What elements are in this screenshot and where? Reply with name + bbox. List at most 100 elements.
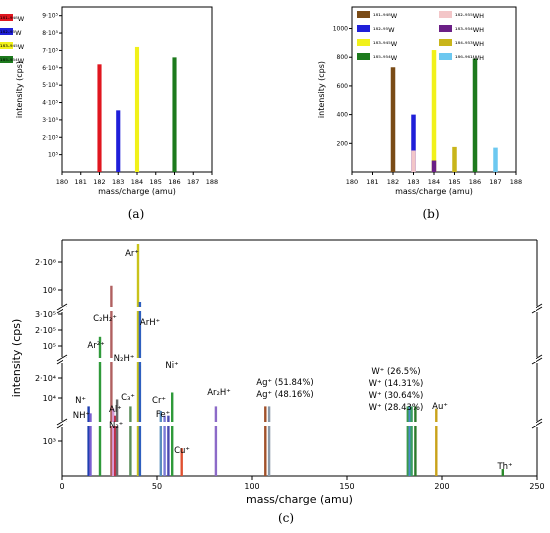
panel-b-legend-entry: ¹⁸³·⁹⁵⁴WH — [455, 26, 484, 34]
panel-c-axis-break-mark — [531, 357, 543, 365]
panel-c-bar — [110, 285, 113, 476]
panel-b-legend-swatch — [357, 25, 370, 32]
panel-c-bar — [87, 406, 90, 476]
panel-c-peak-label: Cu⁺ — [174, 446, 190, 456]
panel-b-legend-swatch — [357, 39, 370, 46]
panel-a-chart: 180 181 182 183 184 185 186 187 188 10⁵ 2·10⁵ 3·10⁵… — [0, 6, 218, 196]
panel-c-peak-label: W⁺ (26.5%) — [371, 367, 420, 377]
panel-b-legend-swatch — [439, 39, 452, 46]
panel-b-x-tick-label: 182 — [387, 178, 399, 186]
panel-c-caption: (c) — [278, 511, 294, 525]
panel-a-bar — [134, 46, 140, 172]
panel-c-bar — [435, 408, 438, 476]
panel-a-y-tick-label: 2·10⁵ — [42, 134, 58, 141]
panel-c-bar-break-gap — [63, 358, 536, 362]
panel-c-bar-break-gap — [63, 307, 536, 311]
panel-b-legend-entry: ¹⁸⁵·⁹⁵⁴W — [373, 54, 398, 62]
panel-a-legend-entry: ¹⁸²·⁹⁵W — [0, 29, 22, 37]
panel-b-y-tick-label: 200 — [337, 140, 349, 147]
panel-c-peak-label: C₃⁺ — [121, 393, 135, 403]
panel-c-peak-label: Fe⁺ — [156, 410, 170, 420]
panel-c-bar — [138, 302, 142, 476]
panel-a-x-tick-label: 186 — [168, 178, 180, 186]
panel-c-bar — [89, 413, 92, 476]
panel-c-bar — [98, 336, 102, 476]
panel-b-y-tick-label: 1000 — [333, 26, 348, 33]
panel-c-y-axis-label: intensity (cps) — [10, 319, 23, 398]
panel-c-peak-label: Ag⁺ (48.16%) — [256, 390, 313, 400]
panel-b-y-tick-label: 800 — [337, 54, 349, 61]
panel-c-x-tick-label: 200 — [434, 482, 449, 491]
panel-a-bar — [97, 64, 102, 172]
panel-c-bar — [501, 469, 504, 476]
panel-a-y-tick-label: 9·10⁵ — [42, 13, 58, 20]
panel-c-axis-break-mark — [56, 418, 68, 426]
panel-b-y-tick-label: 400 — [337, 112, 349, 119]
panel-c-peak-label: Ni⁺ — [165, 361, 178, 371]
panel-c-peak-label: W⁺ (30.64%) — [369, 391, 424, 401]
panel-a-y-tick-label: 6·10⁵ — [42, 65, 58, 72]
panel-c-bar — [406, 406, 409, 476]
panel-a-x-tick-label: 181 — [75, 178, 87, 186]
panel-b-bar — [431, 50, 437, 172]
panel-a-y-tick-label: 4·10⁵ — [42, 100, 58, 107]
panel-c-bar — [180, 448, 183, 476]
panel-b-legend-entry: ¹⁸⁴·⁹⁵³WH — [455, 40, 484, 48]
panel-c-peak-label: Ag⁺ (51.84%) — [256, 378, 313, 388]
panel-c-peak-label: N₂H⁺ — [114, 354, 135, 364]
panel-b-bar — [390, 67, 396, 172]
panel-c-y-tick-label: 2·10⁴ — [35, 374, 56, 383]
panel-c-bar — [115, 399, 119, 476]
panel-c-peak-label: Cr⁺ — [152, 396, 166, 406]
panel-b-legend-entry: ¹⁸³·⁹⁴⁵W — [373, 40, 398, 48]
panel-a-x-axis-label: mass/charge (amu) — [98, 187, 176, 196]
panel-b-x-tick-label: 188 — [510, 178, 522, 186]
panel-c-bar — [163, 415, 166, 476]
panel-a-y-tick-label: 5·10⁵ — [42, 82, 58, 89]
panel-c-chart: 0 50 100 150 200 250 10³ 10⁴ 2·10⁴ 10⁵ 2·10⁵ 3·10⁵ 1… — [10, 239, 545, 506]
panel-b-caption: (b) — [422, 207, 439, 221]
panel-a-y-tick-label: 3·10⁵ — [42, 117, 58, 124]
panel-c-bar — [129, 406, 132, 476]
panel-a-legend-swatch — [0, 28, 13, 35]
panel-b-x-tick-label: 184 — [428, 178, 440, 186]
panel-c-peak-label: Al⁺ — [109, 405, 122, 415]
panel-a-bar — [172, 57, 177, 172]
panel-a-y-axis-label: intensity (cps) — [15, 61, 24, 118]
panel-a-legend-swatch — [0, 56, 13, 63]
panel-a-x-tick-label: 180 — [56, 178, 68, 186]
panel-b-legend-entry: ¹⁸²·⁹⁵⁵WH — [455, 12, 484, 20]
panel-a-y-tick-label: 7·10⁵ — [42, 47, 58, 54]
panel-a-x-tick-label: 187 — [187, 178, 199, 186]
panel-b-legend-entry: ¹⁸²·⁹⁵W — [373, 26, 395, 34]
panel-c-bar — [171, 392, 174, 476]
panel-c-bar — [167, 415, 170, 476]
panel-b-bar — [431, 160, 437, 172]
panel-b-legend-swatch — [439, 25, 452, 32]
panel-c-peak-label: Th⁺ — [496, 462, 512, 472]
panel-a-x-tick-label: 185 — [150, 178, 162, 186]
panel-c-axis-break-mark — [531, 421, 543, 429]
panel-c-bar — [159, 411, 162, 476]
panel-c-bar — [410, 406, 413, 476]
panel-c-x-tick-label: 0 — [59, 482, 64, 491]
panel-c-bar — [408, 406, 411, 476]
panel-b-bar — [493, 147, 498, 172]
panel-b-chart: 180 181 182 183 184 185 186 187 188 200 400 600 800 1… — [317, 6, 522, 196]
panel-b-bar — [411, 150, 416, 172]
panel-c-axis-break-mark — [56, 354, 68, 362]
panel-a-x-tick-label: 184 — [131, 178, 143, 186]
panel-a-caption: (a) — [128, 207, 145, 221]
panel-c-peak-label: ArH⁺ — [140, 318, 160, 328]
panel-a-bar — [116, 110, 121, 172]
panel-c-x-tick-label: 100 — [244, 482, 259, 491]
panel-c-y-tick-label: 10³ — [43, 437, 56, 446]
panel-b-x-tick-label: 181 — [366, 178, 378, 186]
panel-c-y-tick-label: 2·10⁶ — [35, 258, 56, 267]
panel-c-y-tick-label: 2·10⁵ — [35, 326, 56, 335]
panel-b-legend-entry: ¹⁸⁶·⁹⁶¹WH — [455, 54, 484, 62]
panel-b-bar — [452, 146, 457, 172]
panel-c-peak-label: NH⁺ — [73, 411, 90, 421]
panel-b-x-tick-label: 180 — [346, 178, 358, 186]
panel-c-bar — [214, 406, 218, 476]
